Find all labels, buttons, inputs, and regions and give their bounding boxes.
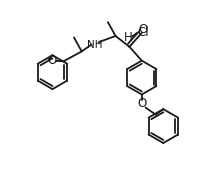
Text: Cl: Cl [137, 26, 149, 39]
Text: O: O [48, 54, 57, 67]
Text: H: H [124, 31, 133, 44]
Text: O: O [137, 97, 146, 110]
Text: O: O [139, 23, 148, 36]
Text: NH: NH [87, 40, 102, 50]
